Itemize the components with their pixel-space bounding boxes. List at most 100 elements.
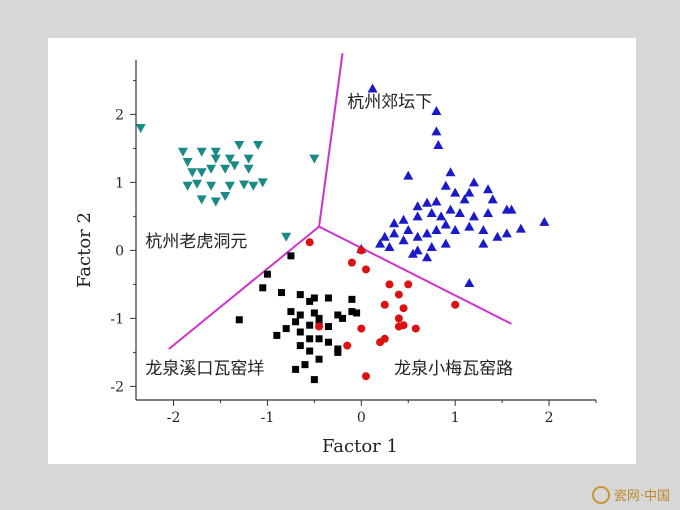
point-triangle-up-1 <box>431 106 442 115</box>
point-triangle-up-26 <box>389 218 400 228</box>
point-triangle-up-11 <box>459 194 470 204</box>
point-triangle-down-23 <box>196 195 207 205</box>
cluster-boundaries <box>168 53 512 350</box>
point-square-13 <box>315 314 323 322</box>
point-triangle-up-4 <box>403 170 414 180</box>
point-triangle-up-40 <box>389 228 400 238</box>
point-square-5 <box>296 291 304 299</box>
point-square-32 <box>301 361 309 369</box>
x-axis-label: Factor 1 <box>322 436 398 457</box>
point-square-26 <box>315 335 323 343</box>
point-triangle-up-17 <box>506 204 517 214</box>
point-square-11 <box>296 311 304 319</box>
point-triangle-up-29 <box>501 228 512 238</box>
axes: -2 -1 0 1 2 -2 -1 0 1 2 Factor 1 Factor 2 <box>74 60 597 457</box>
point-circle-8 <box>380 300 389 309</box>
point-square-10 <box>287 308 295 316</box>
point-triangle-down-19 <box>224 181 235 191</box>
point-circle-1 <box>347 258 356 267</box>
point-triangle-down-8 <box>224 154 235 164</box>
point-triangle-down-20 <box>238 180 249 190</box>
point-triangle-down-14 <box>229 161 240 171</box>
point-circle-9 <box>399 304 408 313</box>
point-square-24 <box>296 328 304 336</box>
vase-logo-icon <box>591 485 610 504</box>
point-triangle-up-35 <box>431 225 442 234</box>
point-triangle-up-14 <box>422 197 433 207</box>
point-square-9 <box>348 295 356 303</box>
point-circle-14 <box>357 324 366 333</box>
point-triangle-down-15 <box>243 164 254 174</box>
site-watermark: 瓷网·中国 <box>591 485 670 504</box>
data-points <box>135 83 550 384</box>
point-square-1 <box>263 270 271 278</box>
point-square-34 <box>310 376 318 384</box>
region-label-0: 杭州郊坛下 <box>347 93 432 113</box>
point-square-2 <box>259 284 267 292</box>
point-triangle-up-10 <box>464 187 475 197</box>
point-triangle-up-22 <box>436 211 447 221</box>
point-triangle-up-43 <box>384 242 395 251</box>
point-triangle-down-2 <box>196 147 207 157</box>
y-tick-label: 1 <box>115 175 124 191</box>
point-triangle-up-47 <box>440 238 451 248</box>
point-triangle-down-18 <box>206 181 217 191</box>
point-circle-16 <box>380 334 389 343</box>
point-triangle-down-17 <box>192 179 203 189</box>
y-tick-label: -1 <box>110 311 124 327</box>
point-square-16 <box>292 318 300 326</box>
watermark-text: 瓷网·中国 <box>613 489 670 504</box>
point-circle-13 <box>394 322 403 331</box>
point-triangle-up-49 <box>422 252 433 262</box>
point-triangle-up-42 <box>375 238 386 248</box>
region-label-1: 杭州老虎洞元 <box>145 232 247 252</box>
point-triangle-up-27 <box>539 216 550 226</box>
point-triangle-up-6 <box>468 177 479 187</box>
point-triangle-up-13 <box>412 201 423 211</box>
point-square-19 <box>324 323 332 331</box>
point-circle-17 <box>315 322 324 331</box>
point-triangle-up-39 <box>398 235 409 245</box>
point-square-17 <box>306 321 314 329</box>
point-square-30 <box>306 347 314 355</box>
point-triangle-up-5 <box>445 167 456 177</box>
point-triangle-up-9 <box>440 180 451 190</box>
point-triangle-down-25 <box>220 192 231 201</box>
point-triangle-down-7 <box>210 154 221 164</box>
point-triangle-up-21 <box>445 204 456 214</box>
point-square-15 <box>348 308 356 316</box>
point-triangle-down-0 <box>135 124 146 133</box>
y-tick-label: -2 <box>110 379 124 395</box>
point-triangle-up-51 <box>464 278 475 288</box>
point-triangle-down-22 <box>257 178 268 188</box>
point-square-4 <box>278 289 286 297</box>
point-triangle-down-27 <box>281 232 292 242</box>
point-square-8 <box>324 294 332 302</box>
point-triangle-up-25 <box>398 214 409 224</box>
point-triangle-up-20 <box>454 208 465 217</box>
point-triangle-up-50 <box>407 248 418 258</box>
point-triangle-up-46 <box>426 242 437 251</box>
x-tick-label: 2 <box>545 410 554 426</box>
point-circle-11 <box>411 324 420 333</box>
point-square-25 <box>306 335 314 343</box>
point-triangle-up-33 <box>450 225 461 234</box>
point-triangle-up-19 <box>468 211 479 221</box>
point-triangle-down-12 <box>206 164 217 174</box>
x-tick-label: -1 <box>261 410 275 426</box>
boundary-line-2 <box>318 225 512 325</box>
point-circle-7 <box>451 300 460 309</box>
point-circle-6 <box>394 290 403 299</box>
point-triangle-up-36 <box>422 228 433 238</box>
factor-scatter-chart: -2 -1 0 1 2 -2 -1 0 1 2 Factor 1 Factor 2 杭州郊坛下杭州老虎… <box>74 53 597 457</box>
point-circle-19 <box>362 372 370 381</box>
point-square-35 <box>334 348 342 356</box>
point-square-20 <box>339 314 347 322</box>
point-square-3 <box>235 316 243 324</box>
point-triangle-down-5 <box>253 141 264 150</box>
point-square-33 <box>292 365 300 373</box>
point-triangle-up-7 <box>483 184 494 194</box>
point-triangle-up-34 <box>440 219 451 229</box>
